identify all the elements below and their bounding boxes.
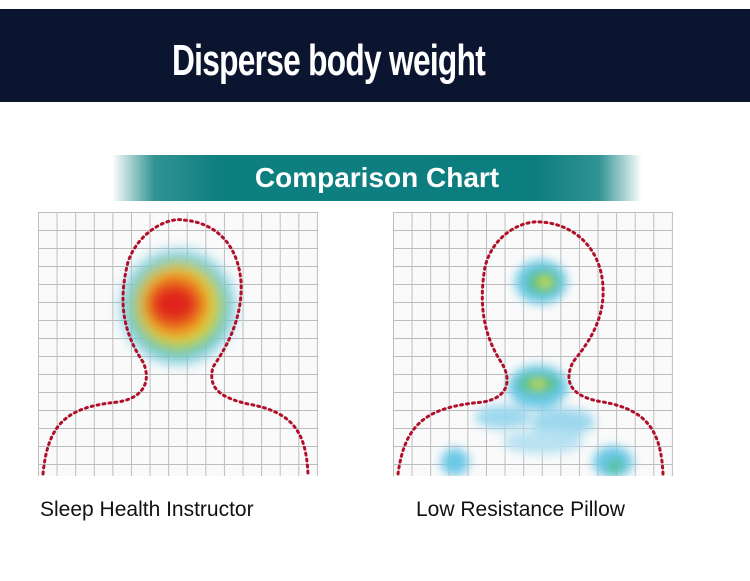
comparison-banner: Comparison Chart — [112, 155, 642, 201]
caption-right: Low Resistance Pillow — [416, 498, 625, 521]
silhouette-outline — [396, 220, 665, 476]
pressure-map-left — [38, 212, 318, 476]
heatmap-right — [441, 260, 633, 476]
heatmap-left — [122, 251, 234, 363]
pressure-map-right — [393, 212, 673, 476]
caption-left: Sleep Health Instructor — [40, 498, 254, 521]
header-bar: Disperse body weight — [0, 9, 750, 102]
silhouette-outline — [41, 218, 310, 476]
page-title: Disperse body weight — [172, 36, 486, 85]
banner-title: Comparison Chart — [254, 162, 500, 193]
